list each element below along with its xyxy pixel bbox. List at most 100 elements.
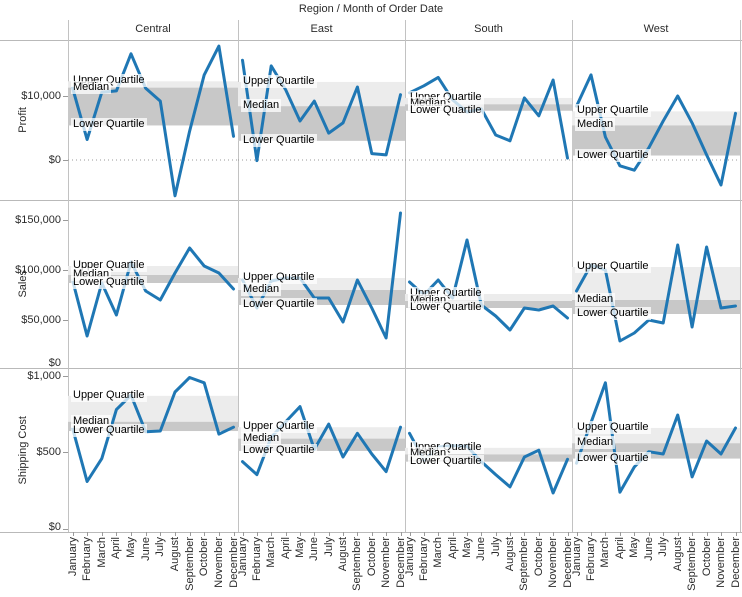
x-tick-label-central-november: November <box>213 537 225 588</box>
median-quartile-label-sales-east: Median <box>241 283 282 296</box>
x-tick-label-central-january: January <box>67 537 79 577</box>
y-tick-label-shipping-cost: $0 <box>48 521 61 533</box>
x-axis-tick <box>577 532 578 536</box>
upper-quartile-label-sales-east: Upper Quartile <box>241 271 317 284</box>
x-axis-tick <box>219 532 220 536</box>
x-tick-label-east-january: January <box>237 537 249 577</box>
x-axis-tick <box>678 532 679 536</box>
x-tick-label-central-september: September <box>184 537 196 591</box>
x-axis-tick <box>102 532 103 536</box>
lower-quartile-label-shipping-cost-west: Lower Quartile <box>575 452 651 465</box>
lower-quartile-label-shipping-cost-east: Lower Quartile <box>241 444 317 457</box>
shipping-cost-south-median-to-lower-band <box>405 454 572 462</box>
y-tick-label-sales: $100,000 <box>15 264 61 276</box>
x-tick-label-east-august: August <box>337 537 349 572</box>
x-tick-label-west-april: April <box>614 537 626 560</box>
x-tick-label-west-december: December <box>730 537 742 588</box>
x-tick-label-central-april: April <box>110 537 122 560</box>
x-tick-label-central-may: May <box>125 537 137 558</box>
x-tick-label-west-october: October <box>701 537 713 577</box>
column-header-central: Central <box>135 23 171 35</box>
y-axis-tick <box>63 376 68 377</box>
x-tick-label-central-july: July <box>154 537 166 557</box>
x-axis-tick <box>568 532 569 536</box>
x-tick-label-west-september: September <box>686 537 698 591</box>
plot-cell-shipping-cost-west[interactable] <box>572 368 740 532</box>
panel-border-vertical <box>238 20 239 532</box>
lower-quartile-label-shipping-cost-south: Lower Quartile <box>408 455 484 468</box>
x-tick-label-central-june: June <box>140 537 152 561</box>
x-tick-label-central-march: March <box>96 537 108 568</box>
x-tick-label-west-july: July <box>657 537 669 557</box>
column-header-east: East <box>310 23 333 35</box>
x-tick-label-west-august: August <box>672 537 684 572</box>
y-axis-tick <box>63 320 68 321</box>
y-axis-tick <box>63 529 68 530</box>
x-axis-tick <box>620 532 621 536</box>
lower-quartile-label-sales-central: Lower Quartile <box>71 276 147 289</box>
y-axis-tick <box>63 452 68 453</box>
x-axis-tick <box>300 532 301 536</box>
x-tick-label-east-march: March <box>265 537 277 568</box>
x-axis-tick <box>721 532 722 536</box>
panel-border-horizontal <box>0 200 742 201</box>
profit-central-line[interactable] <box>71 44 235 198</box>
x-axis-tick <box>343 532 344 536</box>
y-axis-tick <box>63 270 68 271</box>
x-axis-tick <box>286 532 287 536</box>
x-tick-label-east-july: July <box>323 537 335 557</box>
x-axis-tick <box>510 532 511 536</box>
x-tick-label-east-june: June <box>308 537 320 561</box>
x-axis-tick <box>410 532 411 536</box>
x-axis-tick <box>591 532 592 536</box>
x-axis-tick <box>131 532 132 536</box>
x-tick-label-south-march: March <box>432 537 444 568</box>
row-label-profit: Profit <box>16 107 29 133</box>
median-quartile-label-profit-central: Median <box>71 81 112 94</box>
x-axis-tick <box>496 532 497 536</box>
x-axis-tick <box>424 532 425 536</box>
x-tick-label-south-august: August <box>504 537 516 572</box>
x-axis-tick <box>736 532 737 536</box>
x-axis-tick <box>372 532 373 536</box>
chart-title: Region / Month of Order Date <box>298 3 444 15</box>
shipping-cost-west-line[interactable] <box>575 381 737 494</box>
sales-south-line[interactable] <box>408 238 569 332</box>
lower-quartile-label-shipping-cost-central: Lower Quartile <box>71 424 147 437</box>
x-tick-label-west-february: February <box>585 537 597 582</box>
y-axis-tick <box>63 96 68 97</box>
x-axis-tick <box>707 532 708 536</box>
x-axis-tick <box>663 532 664 536</box>
panel-border-horizontal <box>0 368 742 369</box>
x-tick-label-east-september: September <box>351 537 363 591</box>
profit-south-line[interactable] <box>408 75 569 160</box>
x-tick-label-south-june: June <box>475 537 487 561</box>
plot-cell-profit-south[interactable] <box>405 40 572 200</box>
sales-central-line[interactable] <box>71 246 235 338</box>
x-axis-tick <box>524 532 525 536</box>
shipping-cost-central-line[interactable] <box>71 376 235 483</box>
upper-quartile-label-shipping-cost-east: Upper Quartile <box>241 420 317 433</box>
y-tick-label-sales: $50,000 <box>21 314 61 326</box>
x-axis-tick <box>146 532 147 536</box>
column-header-south: South <box>474 23 503 35</box>
x-axis-tick <box>481 532 482 536</box>
median-quartile-label-sales-west: Median <box>575 293 616 306</box>
plot-cell-sales-south[interactable] <box>405 200 572 368</box>
median-quartile-label-profit-east: Median <box>241 99 282 112</box>
plot-cell-sales-west[interactable] <box>572 200 740 368</box>
x-axis-tick <box>160 532 161 536</box>
upper-quartile-label-shipping-cost-west: Upper Quartile <box>575 421 651 434</box>
x-axis-tick <box>271 532 272 536</box>
x-axis-tick <box>87 532 88 536</box>
x-axis-tick <box>257 532 258 536</box>
x-axis-tick <box>116 532 117 536</box>
plot-cell-profit-east[interactable] <box>238 40 405 200</box>
x-tick-label-west-november: November <box>715 537 727 588</box>
x-tick-label-east-april: April <box>280 537 292 560</box>
x-axis-tick <box>73 532 74 536</box>
x-axis-tick <box>234 532 235 536</box>
x-tick-label-central-august: August <box>169 537 181 572</box>
panel-border-horizontal <box>0 40 742 41</box>
sales-south-median-to-lower-band <box>405 301 572 308</box>
